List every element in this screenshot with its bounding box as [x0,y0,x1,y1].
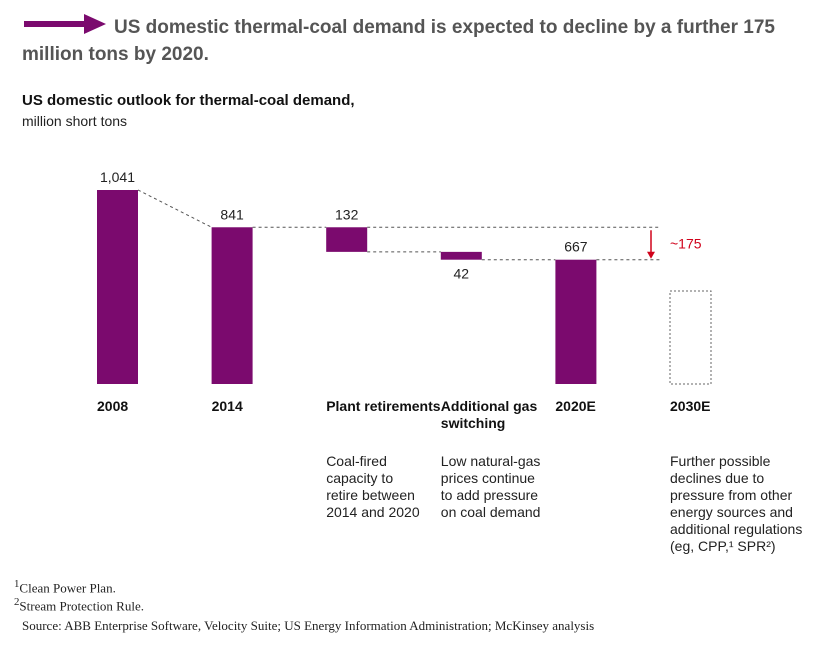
source: Source: ABB Enterprise Software, Velocit… [22,618,595,633]
data-label: 42 [454,266,470,282]
bar [97,190,138,384]
x-tick-label: 2008 [97,398,129,414]
headline-arrowhead [84,14,106,34]
x-tick-label: 2020E [555,398,596,414]
category-description: Further possible declines due to pressur… [670,453,803,554]
footnote-text: Stream Protection Rule. [19,598,144,614]
bar [555,259,597,384]
bar [440,251,482,260]
connector [137,189,212,228]
x-tick-label: 2014 [211,398,243,414]
footnote-text: Clean Power Plan. [19,580,116,596]
bar [326,227,368,252]
footnote: 2Stream Protection Rule. [14,596,144,614]
data-label: 1,041 [100,169,135,185]
x-tick-label: Plant retirements [326,398,441,414]
placeholder-bar [669,290,712,385]
x-tick-label: 2030E [670,398,711,414]
category-description: Low natural-gas prices continue to add p… [440,453,541,520]
unit-label: million short tons [22,113,128,129]
decline-arrowhead [647,251,655,259]
data-label: 132 [335,206,359,222]
x-tick-label: Additional gas switching [440,398,538,431]
footnote-marker: 1 [14,578,20,590]
annotation: ~175 [670,235,702,251]
footnote-marker: 2 [14,596,20,608]
subtitle: US domestic outlook for thermal-coal dem… [22,92,355,109]
footnote: 1Clean Power Plan. [14,578,116,596]
data-label: 667 [564,239,588,255]
bar [211,227,253,384]
data-label: 841 [220,206,244,222]
category-description: Coal-fired capacity to retire between 20… [326,453,420,520]
headline: US domestic thermal-coal demand is expec… [22,17,775,65]
